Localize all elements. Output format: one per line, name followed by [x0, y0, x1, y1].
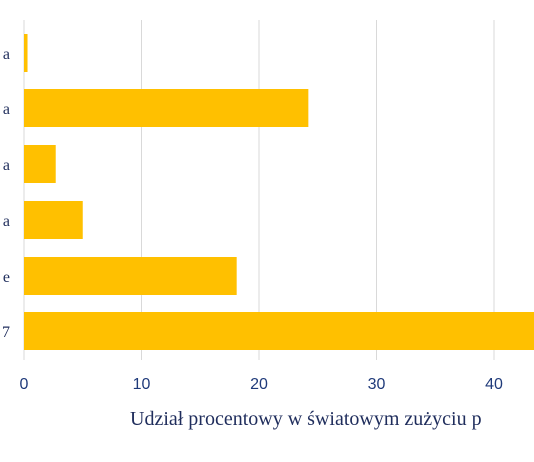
- category-label: a: [3, 101, 10, 118]
- category-label: e: [3, 269, 10, 286]
- gridlines: [23, 20, 495, 360]
- bar: [24, 89, 309, 127]
- category-label: 7: [2, 324, 10, 341]
- category-label: a: [3, 157, 10, 174]
- x-tick-label: 0: [20, 376, 29, 393]
- bar: [24, 257, 237, 295]
- bars: [24, 34, 534, 350]
- category-labels: a a a a e 7: [2, 46, 10, 341]
- bar: [24, 312, 534, 350]
- bar: [24, 201, 83, 239]
- category-label: a: [3, 46, 10, 63]
- x-tick-label: 40: [485, 376, 503, 393]
- category-label: a: [3, 213, 10, 230]
- bar: [24, 34, 28, 72]
- x-tick-label: 30: [368, 376, 386, 393]
- x-tick-label: 10: [133, 376, 151, 393]
- bar: [24, 145, 56, 183]
- x-axis-title: Udział procentowy w światowym zużyciu p: [130, 408, 482, 430]
- x-tick-labels: 0 10 20 30 40: [20, 376, 503, 393]
- x-tick-label: 20: [250, 376, 268, 393]
